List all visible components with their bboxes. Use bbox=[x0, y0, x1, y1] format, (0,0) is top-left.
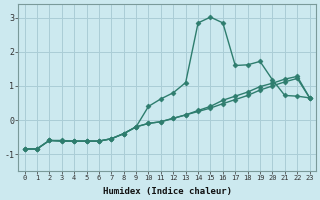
X-axis label: Humidex (Indice chaleur): Humidex (Indice chaleur) bbox=[103, 187, 232, 196]
